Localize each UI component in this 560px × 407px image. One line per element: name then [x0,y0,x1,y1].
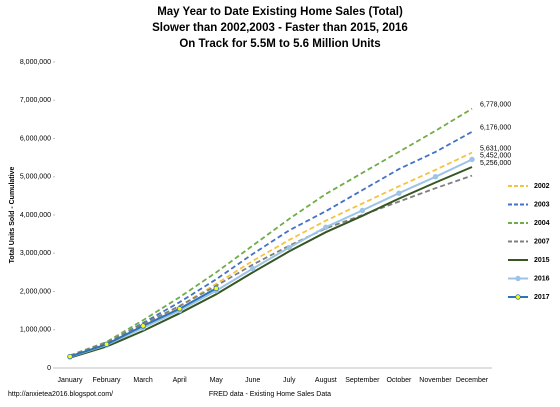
y-tick-label: 8,000,000 [20,59,51,66]
y-tick-label: 6,000,000 [20,135,51,142]
point-marker [176,306,183,312]
end-label: 6,176,000 [480,125,511,132]
x-tick-label: January [58,377,83,384]
legend-label: 2016 [534,275,550,282]
x-tick-label: October [386,377,412,384]
point-marker [140,323,146,329]
y-tick-label: 2,000,000 [20,288,51,295]
y-tick-label: 4,000,000 [20,212,51,219]
y-axis-title: Total Units Sold - Cumulative [9,167,16,264]
point-marker [432,174,439,180]
point-marker [67,353,73,360]
chart-title: On Track for 5.5M to 5.6 Million Units [179,38,380,50]
x-tick-label: September [345,377,380,384]
point-marker [213,285,219,292]
point-marker [323,224,329,230]
x-tick-label: June [245,377,260,384]
x-tick-label: July [283,377,296,384]
series-line [69,174,473,357]
chart-title: May Year to Date Existing Home Sales (To… [157,6,403,18]
source: http://anxietea2016.blogspot.com/ [8,391,113,398]
legend-label: 2004 [534,220,550,227]
y-tick-label: 1,000,000 [20,327,51,334]
x-tick-label: May [210,377,224,384]
legend-label: 2002 [534,183,550,190]
x-tick-label: December [456,377,489,384]
x-tick-label: February [93,377,122,384]
x-tick-label: August [315,377,337,384]
y-tick-label: 5,000,000 [20,174,51,181]
legend-label: 2017 [534,294,550,301]
point-marker [250,265,256,272]
x-tick-label: April [173,377,187,384]
legend-label: 2015 [534,257,550,264]
point-marker [396,190,402,196]
end-label: 6,778,000 [480,102,511,109]
end-label: 5,256,000 [480,160,511,167]
y-tick-label: 3,000,000 [20,250,51,257]
series-line [69,131,473,357]
series-line [69,158,473,358]
x-tick-label: March [133,377,153,384]
y-tick-label: 0 [47,365,51,372]
point-marker [359,207,366,214]
legend-marker [515,275,521,282]
point-marker [469,156,475,163]
x-axis-title: FRED data - Existing Home Sales Data [209,391,331,398]
y-tick-label: 7,000,000 [20,97,51,104]
chart-title: Slower than 2002,2003 - Faster than 2015… [152,22,408,34]
end-label: 5,631,000 [480,145,511,152]
legend-label: 2003 [534,201,550,208]
series-line [69,107,473,357]
end-label: 5,452,000 [480,152,511,159]
point-marker [286,244,292,251]
legend-marker [515,294,521,300]
x-tick-label: November [419,377,452,384]
point-marker [103,341,110,347]
legend-label: 2007 [534,238,550,245]
series-line [69,166,473,359]
